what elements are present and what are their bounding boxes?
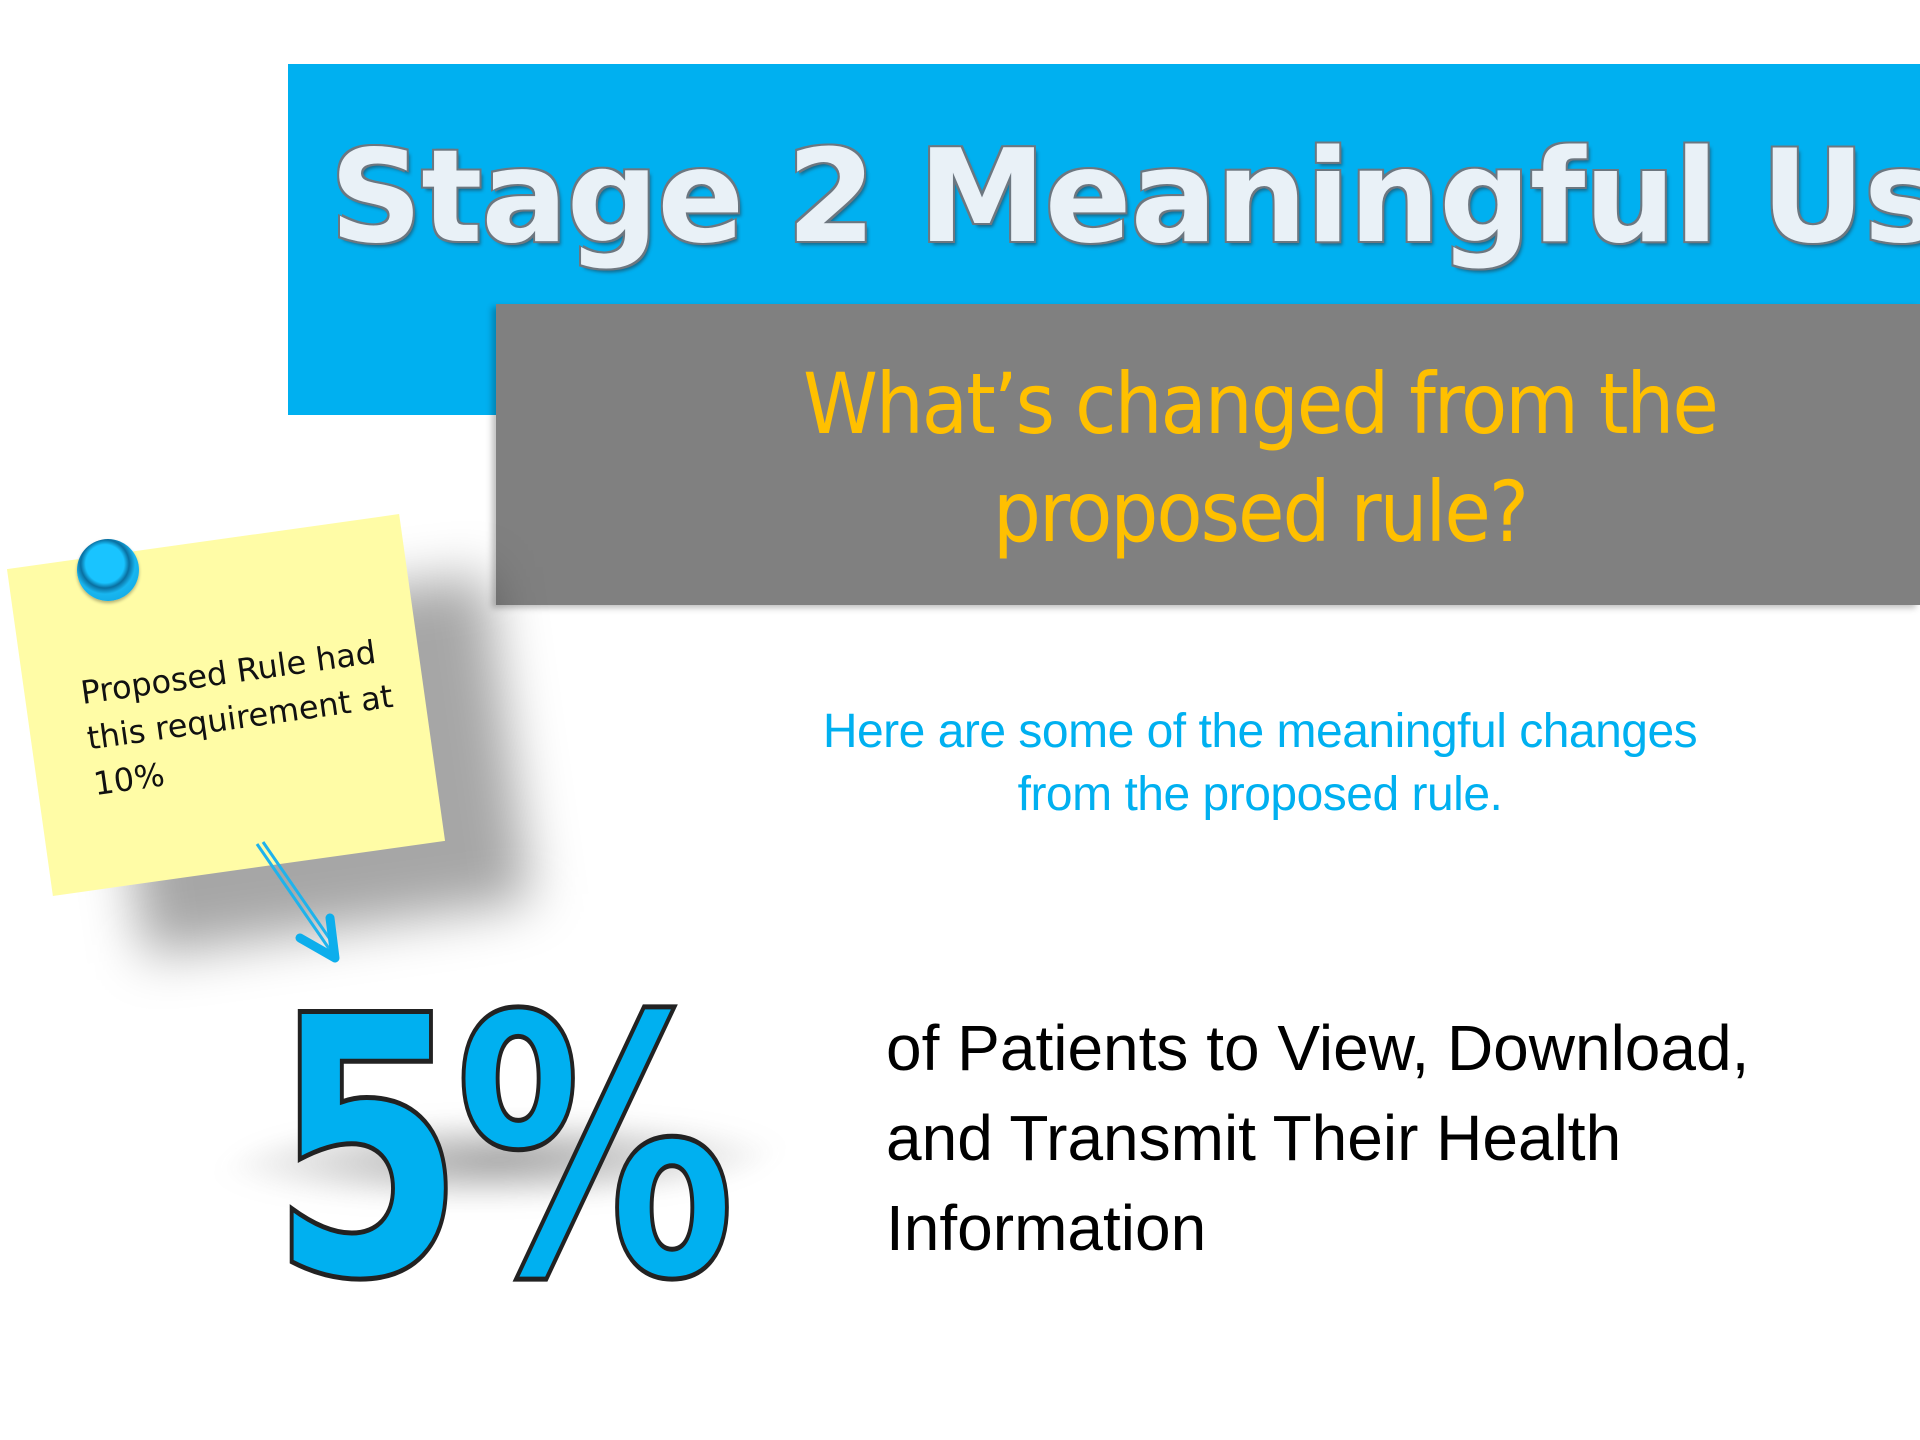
subtitle: What’s changed from the proposed rule?: [700, 350, 1820, 566]
intro-line-1: Here are some of the meaningful changes: [822, 705, 1698, 758]
big-stat: 5%: [268, 940, 738, 1359]
sticky-note: Proposed Rule had this requirement at 10…: [6, 514, 446, 896]
intro-text: Here are some of the meaningful changes …: [700, 700, 1820, 826]
description-line-1: of Patients to View, Download,: [886, 1012, 1750, 1084]
description-line-3: Information: [886, 1192, 1207, 1264]
sticky-note-text: Proposed Rule had this requirement at 10…: [78, 624, 424, 807]
subtitle-line-2: proposed rule?: [992, 463, 1529, 561]
push-pin-icon: [77, 539, 139, 601]
subtitle-line-1: What’s changed from the: [803, 355, 1719, 453]
subtitle-box: [496, 304, 1920, 605]
arrow-down-right-icon: [255, 841, 340, 963]
stat-description: of Patients to View, Download, and Trans…: [886, 1003, 1846, 1273]
slide-title: Stage 2 Meaningful Use: [330, 123, 1920, 272]
description-line-2: and Transmit Their Health: [886, 1102, 1622, 1174]
intro-line-2: from the proposed rule.: [1017, 768, 1503, 821]
